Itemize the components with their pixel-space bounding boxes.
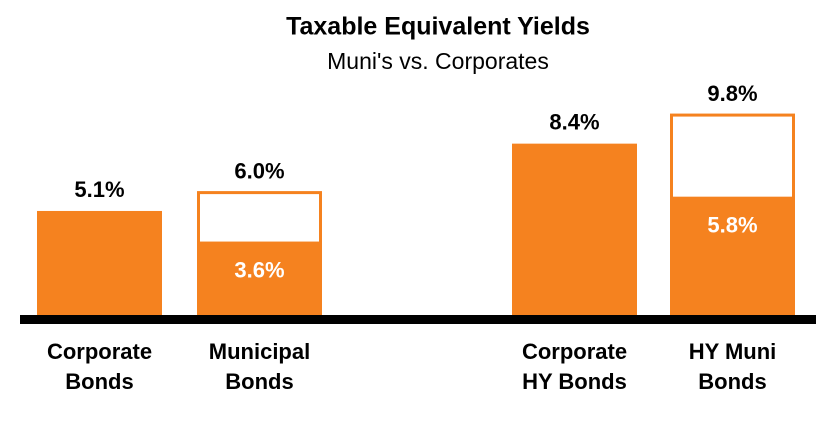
inner-value-label: 5.8% bbox=[707, 212, 757, 237]
bar bbox=[670, 196, 795, 315]
value-label: 5.1% bbox=[74, 177, 124, 202]
bar bbox=[197, 241, 322, 315]
value-label: 8.4% bbox=[549, 109, 599, 134]
value-label: 9.8% bbox=[707, 81, 757, 106]
value-label: 6.0% bbox=[234, 158, 284, 183]
chart-subtitle: Muni's vs. Corporates bbox=[327, 48, 549, 74]
category-label: HY Bonds bbox=[522, 369, 627, 394]
category-label: Corporate bbox=[47, 339, 152, 364]
category-label: Bonds bbox=[65, 369, 133, 394]
baseline bbox=[20, 315, 816, 324]
inner-value-label: 3.6% bbox=[234, 257, 284, 282]
category-label: Municipal bbox=[209, 339, 310, 364]
category-label: Bonds bbox=[225, 369, 293, 394]
bar bbox=[512, 143, 637, 315]
category-label: Bonds bbox=[698, 369, 766, 394]
category-label: HY Muni bbox=[689, 339, 777, 364]
category-label: Corporate bbox=[522, 339, 627, 364]
bar bbox=[37, 210, 162, 315]
chart-title: Taxable Equivalent Yields bbox=[286, 13, 590, 41]
